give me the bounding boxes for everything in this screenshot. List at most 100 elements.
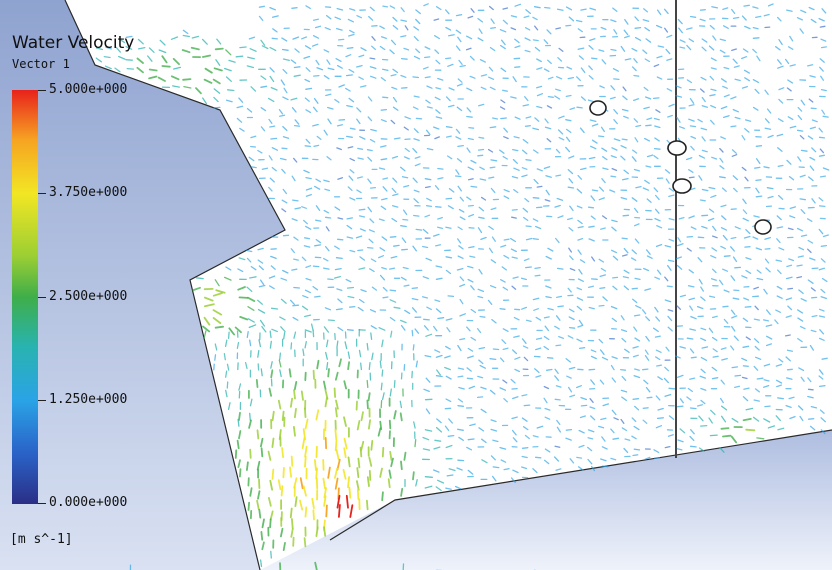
- velocity-vector: [380, 108, 388, 111]
- velocity-vector: [345, 74, 353, 77]
- velocity-vector: [755, 145, 763, 147]
- velocity-vector: [644, 58, 651, 63]
- velocity-vector: [576, 385, 582, 389]
- velocity-vector: [610, 48, 617, 52]
- velocity-vector: [279, 316, 286, 321]
- velocity-vector: [456, 467, 463, 471]
- velocity-vector: [809, 257, 816, 261]
- velocity-vector: [654, 217, 661, 222]
- velocity-vector: [710, 119, 715, 125]
- velocity-vector: [521, 338, 527, 344]
- velocity-vector: [182, 29, 189, 35]
- velocity-vector: [291, 107, 297, 113]
- velocity-vector: [293, 389, 296, 400]
- velocity-vector: [279, 527, 284, 538]
- velocity-vector: [224, 67, 232, 72]
- velocity-vector: [235, 55, 244, 58]
- velocity-vector: [624, 438, 631, 441]
- velocity-vector: [290, 59, 297, 64]
- velocity-vector: [612, 276, 619, 279]
- pile-obstacle[interactable]: [672, 178, 692, 194]
- velocity-vector: [532, 435, 539, 438]
- velocity-vector: [763, 363, 771, 367]
- velocity-vector: [809, 75, 816, 78]
- velocity-vector: [366, 149, 373, 152]
- pile-obstacle[interactable]: [589, 100, 607, 116]
- velocity-vector: [643, 106, 650, 110]
- velocity-vector: [237, 286, 246, 291]
- velocity-vector: [720, 204, 727, 208]
- velocity-vector: [634, 405, 640, 411]
- velocity-vector: [356, 15, 363, 19]
- velocity-vector: [776, 295, 783, 299]
- velocity-vector: [381, 266, 387, 270]
- velocity-vector: [668, 415, 675, 420]
- velocity-vector: [147, 55, 153, 62]
- velocity-vector: [720, 427, 730, 430]
- velocity-vector: [664, 244, 672, 248]
- velocity-vector: [454, 175, 462, 178]
- velocity-vector: [369, 66, 377, 70]
- velocity-vector: [271, 15, 279, 18]
- velocity-vector: [752, 6, 759, 9]
- velocity-vector: [278, 109, 284, 115]
- velocity-vector: [259, 279, 265, 286]
- velocity-vector: [305, 109, 312, 114]
- velocity-vector: [753, 318, 760, 321]
- velocity-vector: [289, 397, 294, 408]
- velocity-vector: [268, 275, 276, 279]
- pile-obstacle[interactable]: [667, 140, 687, 156]
- velocity-vector: [776, 226, 784, 229]
- velocity-vector: [568, 155, 575, 159]
- velocity-vector: [334, 428, 338, 441]
- velocity-vector: [203, 296, 214, 302]
- velocity-vector: [613, 417, 619, 421]
- velocity-vector: [214, 47, 224, 51]
- velocity-vector: [575, 19, 583, 23]
- velocity-vector: [403, 47, 410, 51]
- velocity-vector: [343, 416, 347, 427]
- velocity-vector: [510, 96, 517, 99]
- velocity-vector: [554, 398, 561, 401]
- velocity-vector: [466, 377, 474, 380]
- velocity-vector: [426, 147, 434, 151]
- velocity-vector: [556, 8, 564, 11]
- pile-obstacle[interactable]: [754, 219, 772, 235]
- velocity-vector: [487, 299, 493, 305]
- velocity-vector: [456, 106, 463, 112]
- velocity-vector: [797, 317, 804, 322]
- velocity-vector: [797, 309, 804, 314]
- velocity-vector: [624, 348, 630, 353]
- colorbar-tick: [38, 503, 46, 504]
- velocity-vector: [426, 106, 433, 109]
- velocity-vector: [569, 255, 574, 261]
- velocity-vector: [359, 136, 366, 140]
- velocity-vector: [667, 309, 674, 312]
- velocity-vector: [590, 415, 596, 421]
- velocity-vector: [468, 385, 476, 390]
- velocity-vector: [314, 185, 321, 190]
- velocity-vector: [621, 177, 629, 181]
- velocity-vector: [433, 126, 440, 130]
- velocity-vector: [809, 425, 816, 431]
- velocity-vector: [348, 68, 355, 73]
- velocity-vector: [327, 106, 334, 110]
- velocity-vector: [225, 370, 228, 378]
- velocity-vector: [228, 327, 236, 336]
- velocity-vector: [535, 337, 543, 340]
- velocity-vector: [281, 48, 289, 51]
- velocity-vector: [359, 228, 366, 232]
- velocity-vector: [480, 236, 487, 241]
- velocity-vector: [333, 467, 339, 479]
- velocity-vector: [809, 344, 815, 351]
- velocity-vector: [676, 305, 682, 310]
- velocity-vector: [214, 279, 220, 287]
- velocity-vector: [402, 218, 409, 221]
- velocity-vector: [367, 392, 371, 402]
- velocity-vector: [272, 28, 278, 33]
- velocity-vector: [457, 375, 464, 378]
- velocity-vector: [455, 128, 461, 134]
- velocity-vector: [467, 137, 474, 141]
